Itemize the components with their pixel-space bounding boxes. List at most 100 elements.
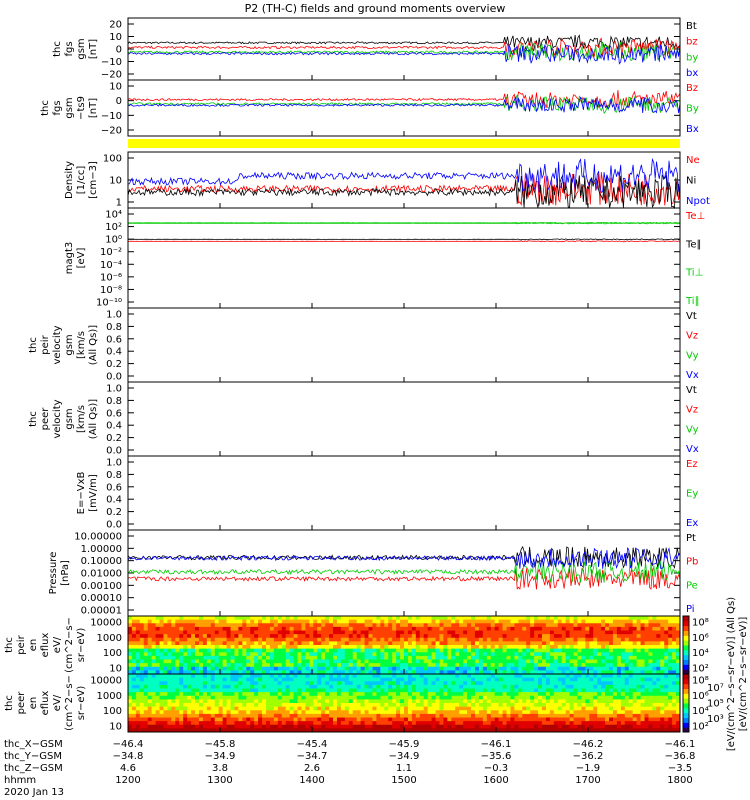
spectrogram-cell <box>676 721 681 726</box>
spectrogram-cell <box>277 652 283 657</box>
spectrogram-cell <box>246 674 251 679</box>
spectrogram-cell <box>656 721 661 726</box>
spectrogram-cell <box>289 688 295 693</box>
spectrogram-cell <box>538 706 543 711</box>
spectrogram-cell <box>573 666 578 671</box>
spectrogram-cell <box>510 652 515 657</box>
spectrogram-cell <box>660 670 665 675</box>
spectrogram-cell <box>159 706 164 711</box>
spectrogram-cell <box>179 710 184 715</box>
spectrogram-cell <box>569 688 575 693</box>
spectrogram-cell <box>360 688 366 693</box>
spectrogram-cell <box>648 699 653 704</box>
spectrogram-cell <box>297 648 302 653</box>
spectrogram-cell <box>561 648 567 653</box>
spectrogram-cell <box>660 616 665 621</box>
spectrogram-cell <box>167 695 172 700</box>
spectrogram-cell <box>187 663 192 668</box>
spectrogram-cell <box>238 670 243 675</box>
spectrogram-cell <box>210 666 216 671</box>
spectrogram-cell <box>400 619 405 624</box>
spectrogram-cell <box>313 623 318 628</box>
spectrogram-cell <box>459 728 464 733</box>
spectrogram-cell <box>656 619 661 624</box>
spectrogram-cell <box>439 670 444 675</box>
spectrogram-cell <box>202 663 208 668</box>
spectrogram-cell <box>175 692 180 697</box>
spectrogram-cell <box>601 688 606 693</box>
spectrogram-cell <box>269 626 275 631</box>
spectrogram-cell <box>368 717 373 722</box>
spectrogram-cell <box>234 674 239 679</box>
spectrogram-cell <box>187 641 192 646</box>
spectrogram-cell <box>191 699 196 704</box>
spectrogram-cell <box>301 616 306 621</box>
spectrogram-cell <box>321 677 326 682</box>
spectrogram-cell <box>664 724 669 729</box>
spectrogram-cell <box>632 717 638 722</box>
spectrogram-cell <box>266 710 271 715</box>
spectrogram-cell <box>553 645 559 650</box>
spectrogram-cell <box>262 724 267 729</box>
legend-label-Pb: Pb <box>686 557 698 568</box>
spectrogram-cell <box>407 670 413 675</box>
spectrogram-cell <box>609 684 614 689</box>
spectrogram-cell <box>510 616 515 621</box>
spectrogram-cell <box>632 681 638 686</box>
spectrogram-cell <box>415 706 421 711</box>
spectrogram-cell <box>526 670 531 675</box>
spectrogram-cell <box>573 634 578 639</box>
spectrogram-cell <box>384 688 389 693</box>
spectrogram-cell <box>131 692 137 697</box>
spectrogram-cell <box>218 713 224 718</box>
spectrogram-cell <box>348 721 354 726</box>
spectrogram-cell <box>202 648 208 653</box>
spectrogram-cell <box>163 648 168 653</box>
spectrogram-cell <box>601 623 606 628</box>
spectrogram-cell <box>557 626 563 631</box>
spectrogram-cell <box>266 692 271 697</box>
spectrogram-cell <box>597 674 602 679</box>
spectrogram-cell <box>628 703 634 708</box>
spectrogram-cell <box>321 699 326 704</box>
spectrogram-cell <box>534 619 539 624</box>
spectrogram-cell <box>640 659 646 664</box>
spectrogram-cell <box>206 659 212 664</box>
spectrogram-cell <box>463 721 468 726</box>
spectrogram-cell <box>561 695 567 700</box>
spectrogram-cell <box>455 724 460 729</box>
spectrogram-cell <box>131 616 137 621</box>
spectrogram-cell <box>506 626 511 631</box>
spectrogram-cell <box>155 626 161 631</box>
spectrogram-cell <box>542 659 547 664</box>
spectrogram-cell <box>589 699 594 704</box>
spectrogram-cell <box>175 674 180 679</box>
spectrogram-cell <box>336 688 342 693</box>
spectrogram-cell <box>151 623 157 628</box>
spectrogram-cell <box>628 717 634 722</box>
spectrogram-cell <box>419 648 425 653</box>
spectrogram-cell <box>573 648 578 653</box>
spectrogram-cell <box>388 637 393 642</box>
spectrogram-cell <box>616 670 622 675</box>
panel-peer-velocity: thc peer velocity gsm [km/s (All Qs)]1.00.80.… <box>28 381 699 457</box>
spectrogram-cell <box>451 619 456 624</box>
spectrogram-cell <box>218 721 224 726</box>
spectrogram-cell <box>648 634 653 639</box>
spectrogram-cell <box>624 619 630 624</box>
spectrogram-cell <box>336 728 342 733</box>
spectrogram-cell <box>451 677 456 682</box>
spectrogram-cell <box>167 626 172 631</box>
spectrogram-cell <box>565 670 571 675</box>
spectrogram-cell <box>459 724 464 729</box>
spectrogram-cell <box>431 648 437 653</box>
spectrogram-cell <box>348 710 354 715</box>
spectrogram-cell <box>435 641 440 646</box>
spectrogram-cell <box>222 623 228 628</box>
spectrogram-cell <box>612 703 618 708</box>
spectrogram-cell <box>269 637 275 642</box>
spectrogram-cell <box>589 623 594 628</box>
spectrogram-cell <box>463 717 468 722</box>
spectrogram-cell <box>494 637 500 642</box>
spectrogram-cell <box>640 688 646 693</box>
